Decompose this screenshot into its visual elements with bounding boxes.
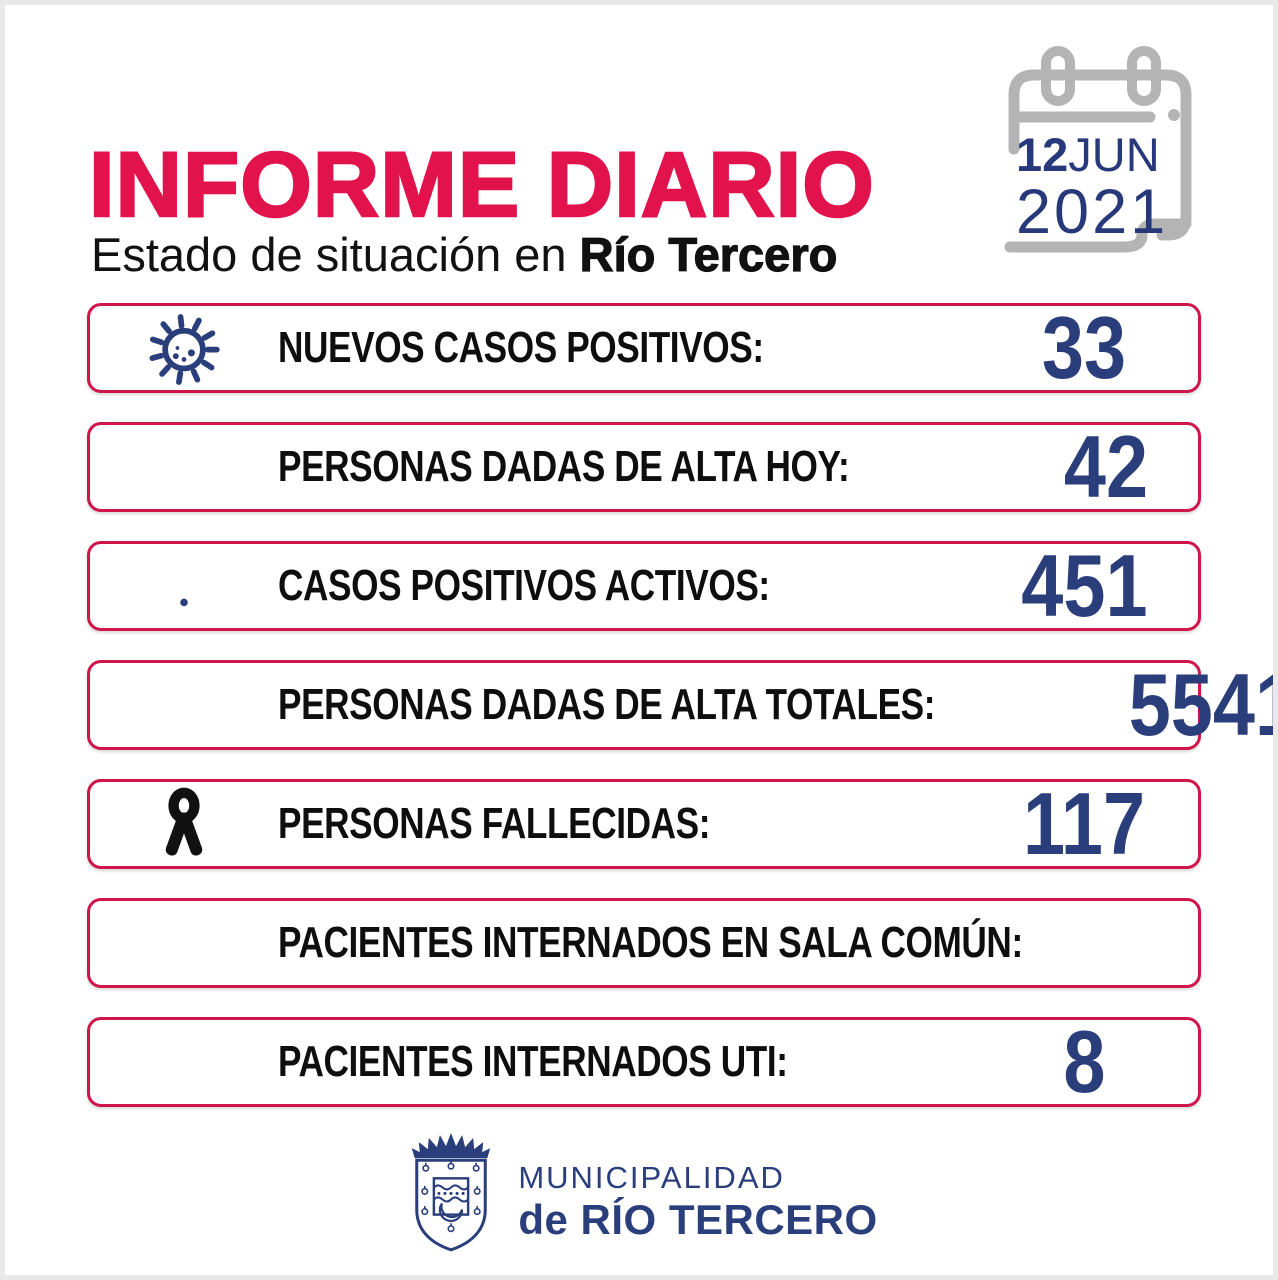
stat-row-altas-hoy: PERSONAS DADAS DE ALTA HOY: 42 <box>87 422 1201 512</box>
stat-label: PACIENTES INTERNADOS EN SALA COMÚN: <box>278 918 1023 967</box>
org-line2: de RÍO TERCERO <box>518 1196 878 1243</box>
smiley-icon <box>90 663 278 747</box>
calendar-date-block: 12JUN 2021 <box>990 45 1210 281</box>
stat-label: PERSONAS DADAS DE ALTA HOY: <box>278 442 850 491</box>
stat-row-casos-activos: CASOS POSITIVOS ACTIVOS: 451 <box>87 541 1201 631</box>
stat-row-fallecidas: PERSONAS FALLECIDAS: 117 <box>87 779 1201 869</box>
stat-value: 451 <box>1020 536 1148 635</box>
stat-label: CASOS POSITIVOS ACTIVOS: <box>278 561 770 610</box>
date-year: 2021 <box>1016 177 1169 247</box>
footer-logo-block: MUNICIPALIDAD de RÍO TERCERO <box>5 1133 1273 1269</box>
stats-list: NUEVOS CASOS POSITIVOS: 33 PERSONAS DADA… <box>87 303 1273 1136</box>
page-subtitle: Estado de situación en Río Tercero <box>91 228 838 281</box>
smiley-icon <box>90 425 278 509</box>
stat-value: 33 <box>1041 298 1127 397</box>
stat-row-sala-comun: PACIENTES INTERNADOS EN SALA COMÚN: 9 <box>87 898 1201 988</box>
stat-label: PERSONAS FALLECIDAS: <box>278 799 711 848</box>
calendar-icon <box>1004 46 1192 253</box>
hospital-bed-icon <box>90 899 278 987</box>
org-line1: MUNICIPALIDAD <box>518 1160 785 1195</box>
icu-bed-icon <box>90 1017 278 1107</box>
date-day: 12 <box>1016 128 1069 181</box>
stat-row-altas-totales: PERSONAS DADAS DE ALTA TOTALES: 5541 <box>87 660 1273 750</box>
stat-value: 5541 <box>1129 655 1273 754</box>
stat-value: 117 <box>1022 774 1146 873</box>
virus-icon <box>90 307 278 389</box>
stat-value: 8 <box>1062 1012 1106 1111</box>
org-name: MUNICIPALIDAD de RÍO TERCERO <box>518 1159 877 1243</box>
stat-row-nuevos-casos: NUEVOS CASOS POSITIVOS: 33 <box>87 303 1201 393</box>
date-month: JUN <box>1068 128 1160 181</box>
calendar-date: 12JUN 2021 <box>1016 128 1169 247</box>
warning-icon <box>90 545 278 627</box>
mourning-ribbon-icon <box>90 784 278 864</box>
subtitle-regular: Estado de situación en <box>91 228 580 281</box>
stat-label: PACIENTES INTERNADOS UTI: <box>278 1037 788 1086</box>
page-title: INFORME DIARIO <box>88 134 875 236</box>
municipal-crest-icon <box>412 1133 491 1252</box>
subtitle-city: Río Tercero <box>579 228 838 281</box>
stat-label: NUEVOS CASOS POSITIVOS: <box>278 323 764 372</box>
stat-row-uti: PACIENTES INTERNADOS UTI: 8 <box>87 1017 1201 1107</box>
stat-value: 42 <box>1064 417 1149 516</box>
stat-label: PERSONAS DADAS DE ALTA TOTALES: <box>278 680 936 729</box>
